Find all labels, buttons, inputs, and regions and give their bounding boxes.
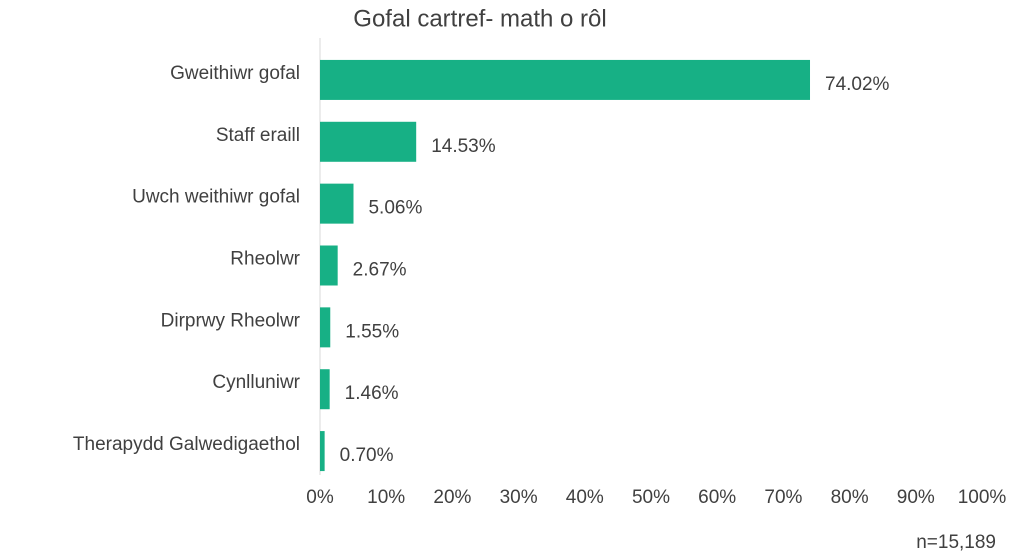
value-label: 5.06% bbox=[368, 198, 422, 219]
value-label: 1.46% bbox=[345, 383, 399, 404]
x-tick-label: 90% bbox=[897, 487, 935, 508]
value-label: 2.67% bbox=[353, 260, 407, 281]
x-tick-label: 0% bbox=[306, 487, 334, 508]
value-label: 0.70% bbox=[340, 445, 394, 466]
value-label: 1.55% bbox=[345, 321, 399, 342]
x-tick-label: 60% bbox=[698, 487, 736, 508]
y-tick-label: Gweithiwr gofal bbox=[170, 63, 300, 84]
y-tick-label: Uwch weithiwr gofal bbox=[132, 187, 300, 208]
y-tick-label: Rheolwr bbox=[230, 249, 300, 270]
bar bbox=[320, 121, 417, 162]
bar bbox=[320, 59, 811, 100]
value-label: 74.02% bbox=[825, 74, 890, 95]
x-tick-label: 20% bbox=[433, 487, 471, 508]
chart-title: Gofal cartref- math o rôl bbox=[353, 5, 606, 32]
bar bbox=[320, 369, 330, 410]
x-tick-label: 50% bbox=[632, 487, 670, 508]
y-tick-label: Therapydd Galwedigaethol bbox=[73, 434, 300, 455]
x-tick-label: 10% bbox=[367, 487, 405, 508]
x-tick-label: 70% bbox=[764, 487, 802, 508]
bar bbox=[320, 183, 354, 224]
y-tick-label: Cynlluniwr bbox=[212, 372, 300, 393]
x-tick-label: 40% bbox=[566, 487, 604, 508]
x-tick-label: 80% bbox=[831, 487, 869, 508]
y-tick-label: Dirprwy Rheolwr bbox=[161, 310, 301, 331]
x-tick-label: 100% bbox=[958, 487, 1007, 508]
bar bbox=[320, 431, 325, 472]
bar bbox=[320, 307, 331, 348]
annotation: n=15,189 bbox=[916, 532, 996, 553]
bar bbox=[320, 245, 338, 286]
y-tick-label: Staff eraill bbox=[216, 125, 300, 146]
x-tick-label: 30% bbox=[500, 487, 538, 508]
value-label: 14.53% bbox=[431, 136, 496, 157]
